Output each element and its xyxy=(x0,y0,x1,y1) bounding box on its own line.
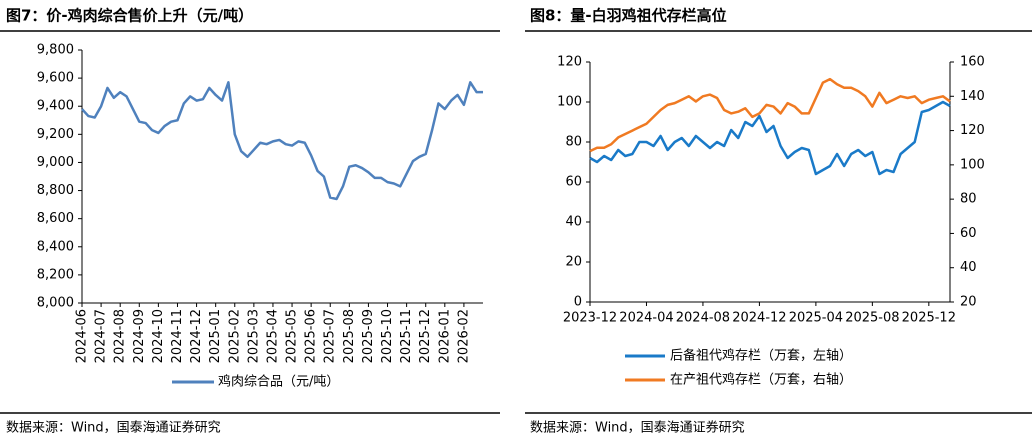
y-tick-label: 9,400 xyxy=(37,99,74,114)
y-tick-label: 9,000 xyxy=(37,155,74,170)
y-tick-label: 100 xyxy=(557,95,582,110)
series-line xyxy=(589,100,951,176)
legend-label: 后备祖代鸡存栏（万套，左轴） xyxy=(670,348,852,364)
x-tick-label: 2025-11 xyxy=(399,309,414,363)
y-tick-label: 8,000 xyxy=(37,296,74,311)
y2-tick-label: 20 xyxy=(960,295,977,310)
legend-label: 在产祖代鸡存栏（万套，右轴） xyxy=(670,372,852,388)
x-tick-label: 2024-04 xyxy=(619,311,673,326)
series-line xyxy=(589,77,951,153)
x-tick-label: 2025-06 xyxy=(304,309,319,363)
y2-tick-label: 80 xyxy=(960,192,977,207)
y-tick-label: 0 xyxy=(574,295,582,310)
x-tick-label: 2024-06 xyxy=(75,309,90,363)
x-tick-label: 2024-10 xyxy=(151,309,166,363)
y-tick-label: 9,600 xyxy=(37,71,74,86)
y2-tick-label: 140 xyxy=(960,89,985,104)
x-tick-label: 2024-08 xyxy=(676,311,730,326)
y-tick-label: 8,800 xyxy=(37,183,74,198)
source: 数据来源：Wind，国泰海通证券研究 xyxy=(6,420,221,436)
y2-tick-label: 40 xyxy=(960,260,977,275)
x-tick-label: 2024-12 xyxy=(189,309,204,363)
x-tick-label: 2025-07 xyxy=(323,309,338,363)
y-tick-label: 8,200 xyxy=(37,267,74,282)
x-tick-label: 2025-04 xyxy=(789,311,843,326)
y-tick-label: 40 xyxy=(565,215,582,230)
y-tick-label: 20 xyxy=(565,255,582,270)
y-tick-label: 60 xyxy=(565,175,582,190)
y-tick-label: 120 xyxy=(557,55,582,70)
chart-title: 图7：价-鸡肉综合售价上升（元/吨） xyxy=(6,7,253,25)
x-tick-label: 2026-01 xyxy=(437,309,452,363)
x-tick-label: 2024-11 xyxy=(170,309,185,363)
x-tick-label: 2025-05 xyxy=(285,309,300,363)
x-tick-label: 2024-08 xyxy=(113,309,128,363)
y2-tick-label: 60 xyxy=(960,226,977,241)
x-tick-label: 2024-12 xyxy=(732,311,786,326)
y-tick-label: 8,600 xyxy=(37,211,74,226)
x-tick-label: 2024-09 xyxy=(132,309,147,363)
y2-tick-label: 100 xyxy=(960,157,985,172)
x-tick-label: 2025-08 xyxy=(342,309,357,363)
y2-tick-label: 120 xyxy=(960,123,985,138)
x-tick-label: 2023-12 xyxy=(563,311,617,326)
source: 数据来源：Wind，国泰海通证券研究 xyxy=(530,420,745,436)
x-tick-label: 2025-02 xyxy=(227,309,242,363)
x-tick-label: 2025-09 xyxy=(361,309,376,363)
series-line xyxy=(81,81,483,201)
legend-label: 鸡肉综合品（元/吨） xyxy=(218,374,339,390)
x-tick-label: 2024-07 xyxy=(94,309,109,363)
y-tick-label: 9,200 xyxy=(37,127,74,142)
x-tick-label: 2025-08 xyxy=(845,311,899,326)
y-tick-label: 80 xyxy=(565,135,582,150)
y-tick-label: 8,400 xyxy=(37,239,74,254)
x-tick-label: 2025-01 xyxy=(208,309,223,363)
x-tick-label: 2025-10 xyxy=(380,309,395,363)
y2-tick-label: 160 xyxy=(960,55,985,70)
x-tick-label: 2026-02 xyxy=(456,309,471,363)
x-tick-label: 2025-12 xyxy=(902,311,956,326)
x-tick-label: 2025-12 xyxy=(418,309,433,363)
x-tick-label: 2025-04 xyxy=(265,309,280,363)
chart-title: 图8：量-白羽鸡祖代存栏高位 xyxy=(530,7,727,25)
y-tick-label: 9,800 xyxy=(37,43,74,58)
x-tick-label: 2025-03 xyxy=(246,309,261,363)
